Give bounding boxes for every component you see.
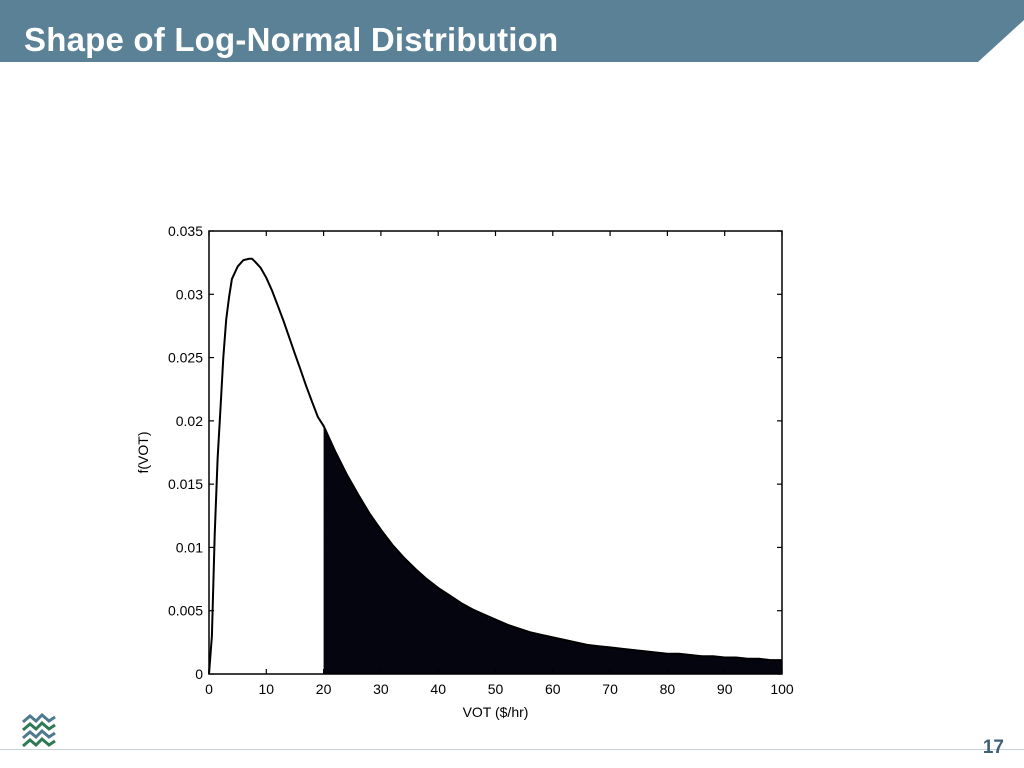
x-tick-label: 90 (717, 681, 733, 697)
y-tick-label: 0.02 (176, 413, 203, 429)
y-tick-label: 0.01 (176, 539, 203, 555)
slide-title: Shape of Log-Normal Distribution (24, 21, 559, 58)
y-tick-label: 0.03 (176, 286, 203, 302)
x-tick-label: 70 (602, 681, 618, 697)
y-tick-label: 0.025 (168, 350, 203, 366)
page-number: 17 (982, 737, 1004, 758)
y-axis-ticks: 0 0.005 0.01 0.015 0.02 0.025 0.03 0.035 (168, 223, 782, 682)
x-axis-title: VOT ($/hr) (463, 704, 529, 720)
shaded-tail-area (323, 425, 782, 674)
x-tick-label: 0 (205, 681, 213, 697)
density-curve (208, 257, 782, 675)
x-tick-label: 30 (373, 681, 389, 697)
title-banner-shape (0, 0, 1024, 62)
x-tick-label: 20 (316, 681, 332, 697)
x-tick-label: 50 (488, 681, 504, 697)
plot-frame (208, 230, 783, 675)
footer-rule (0, 749, 1024, 750)
company-logo-icon (22, 713, 56, 747)
x-tick-label: 100 (770, 681, 794, 697)
x-tick-label: 80 (660, 681, 676, 697)
y-tick-label: 0.035 (168, 223, 203, 239)
y-axis-title: f(VOT) (135, 432, 151, 474)
x-tick-label: 60 (545, 681, 561, 697)
x-axis-ticks: 0 10 20 30 40 50 60 70 80 90 100 (205, 231, 794, 697)
y-tick-label: 0.005 (168, 603, 203, 619)
y-tick-label: 0 (195, 666, 203, 682)
title-banner (0, 0, 1024, 62)
x-tick-label: 40 (430, 681, 446, 697)
x-tick-label: 10 (259, 681, 275, 697)
y-tick-label: 0.015 (168, 476, 203, 492)
